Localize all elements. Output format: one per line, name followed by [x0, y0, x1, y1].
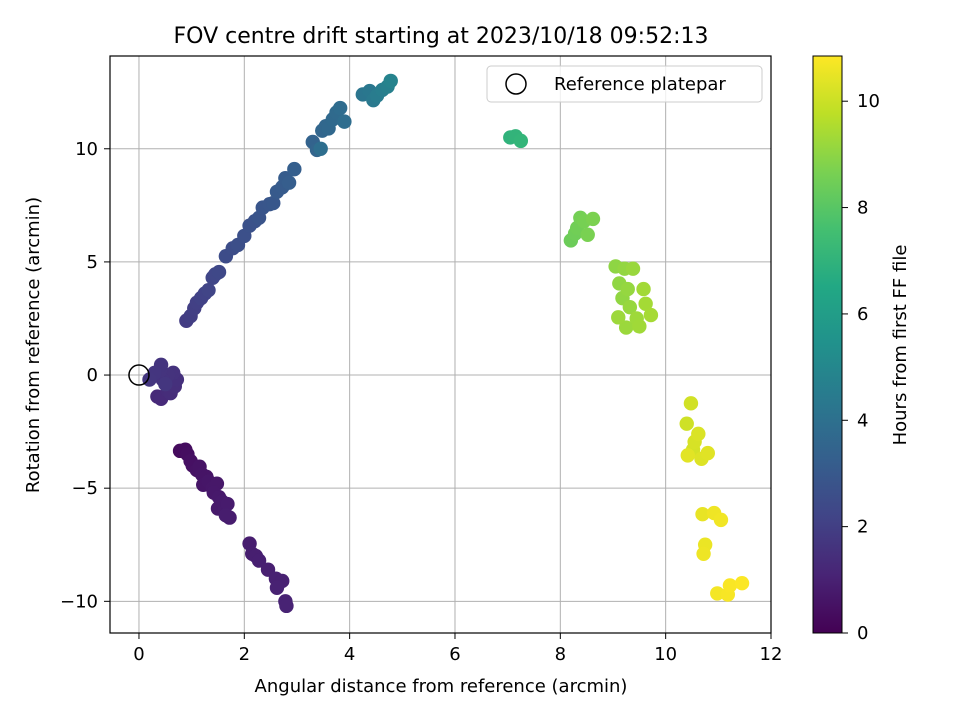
- data-point: [710, 586, 725, 601]
- data-point: [632, 319, 647, 334]
- legend: Reference platepar: [486, 65, 763, 103]
- reference-marker: [128, 364, 150, 386]
- data-point: [513, 133, 529, 149]
- data-point: [281, 175, 297, 190]
- data-point: [638, 296, 653, 311]
- colorbar-ticks: 0 2 4 6 8 10: [842, 91, 880, 644]
- data-point: [332, 100, 348, 116]
- x-axis-ticks: 0 2 4 6 8 10 12: [133, 633, 782, 665]
- colorbar-tick-label: 6: [857, 304, 868, 325]
- data-point: [713, 512, 729, 528]
- colorbar: [812, 55, 843, 634]
- data-point: [679, 416, 694, 431]
- data-point: [683, 396, 699, 411]
- y-tick-label: −5: [71, 478, 98, 499]
- data-point: [734, 576, 750, 591]
- data-point: [279, 598, 294, 614]
- plot-frame: [109, 55, 772, 634]
- data-point: [313, 141, 328, 156]
- data-point: [251, 553, 267, 568]
- data-point: [211, 264, 227, 280]
- data-point: [691, 426, 706, 442]
- scatter-points: [142, 73, 750, 614]
- data-point: [611, 310, 626, 325]
- data-point: [680, 448, 695, 463]
- data-point: [722, 578, 738, 593]
- data-point: [158, 376, 173, 392]
- x-tick-label: 12: [760, 644, 783, 665]
- x-tick-label: 4: [344, 644, 355, 665]
- y-tick-label: −10: [60, 591, 98, 612]
- y-tick-label: 10: [75, 139, 98, 160]
- reference-platepar-marker: [128, 364, 150, 386]
- colorbar-tick-label: 2: [857, 517, 868, 538]
- data-point: [625, 261, 641, 276]
- data-point: [269, 580, 285, 595]
- y-axis-ticks: −10 −5 0 5 10: [60, 139, 110, 612]
- y-tick-label: 5: [87, 252, 98, 273]
- data-point: [643, 307, 659, 323]
- y-tick-label: 0: [87, 365, 98, 386]
- data-point: [622, 299, 638, 315]
- legend-box: [486, 65, 763, 103]
- data-point: [201, 282, 216, 298]
- chart-title: FOV centre drift starting at 2023/10/18 …: [174, 24, 709, 49]
- colorbar-tick-label: 10: [857, 91, 880, 112]
- colorbar-tick-label: 4: [857, 410, 868, 431]
- data-point: [636, 281, 651, 297]
- legend-entry-reference: Reference platepar: [554, 74, 726, 95]
- x-axis-label: Angular distance from reference (arcmin): [255, 676, 628, 697]
- data-point: [620, 281, 635, 297]
- data-point: [287, 161, 302, 177]
- data-point: [700, 445, 715, 461]
- data-point: [337, 114, 352, 129]
- data-point: [580, 227, 595, 242]
- data-point: [618, 320, 634, 335]
- x-tick-label: 6: [449, 644, 460, 665]
- x-tick-label: 10: [654, 644, 677, 665]
- y-axis-label: Rotation from reference (arcmin): [23, 197, 44, 493]
- x-tick-label: 2: [239, 644, 250, 665]
- data-point: [383, 73, 398, 89]
- data-point: [585, 211, 601, 227]
- colorbar-tick-label: 0: [857, 623, 868, 644]
- x-tick-label: 0: [133, 644, 144, 665]
- data-point: [266, 195, 281, 211]
- legend-reference-marker: [505, 73, 527, 95]
- x-tick-label: 8: [555, 644, 566, 665]
- data-point: [220, 496, 235, 512]
- colorbar-tick-label: 8: [857, 198, 868, 219]
- colorbar-label: Hours from first FF file: [890, 245, 911, 446]
- data-point: [218, 508, 234, 523]
- data-point: [695, 507, 710, 522]
- data-point: [696, 546, 711, 562]
